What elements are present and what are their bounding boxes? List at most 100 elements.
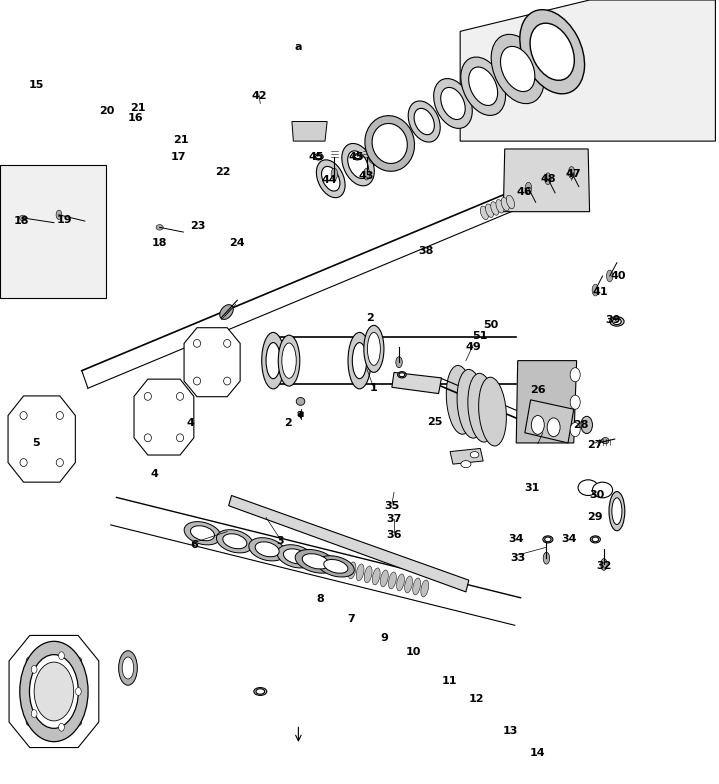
Text: 13: 13: [503, 726, 518, 735]
Ellipse shape: [592, 285, 598, 296]
Ellipse shape: [578, 480, 598, 495]
Text: 48: 48: [540, 174, 556, 183]
Ellipse shape: [26, 657, 33, 665]
Text: 37: 37: [386, 514, 402, 524]
Ellipse shape: [408, 101, 440, 142]
Text: 35: 35: [384, 501, 400, 510]
Ellipse shape: [216, 530, 253, 553]
Ellipse shape: [56, 412, 63, 419]
Ellipse shape: [145, 393, 152, 401]
Text: 26: 26: [530, 386, 546, 395]
Ellipse shape: [224, 339, 231, 347]
Text: 5: 5: [32, 438, 40, 448]
Ellipse shape: [414, 108, 434, 135]
Text: 29: 29: [587, 513, 603, 522]
Ellipse shape: [348, 332, 371, 389]
Ellipse shape: [398, 372, 406, 378]
Ellipse shape: [365, 566, 372, 583]
Ellipse shape: [340, 560, 348, 577]
Ellipse shape: [568, 166, 575, 179]
Ellipse shape: [479, 377, 506, 446]
Ellipse shape: [480, 206, 488, 220]
Text: 19: 19: [57, 215, 73, 224]
Text: 2: 2: [284, 419, 291, 428]
Text: 51: 51: [472, 331, 488, 340]
Text: 32: 32: [596, 561, 612, 571]
Ellipse shape: [380, 570, 388, 587]
Polygon shape: [392, 372, 441, 394]
Text: 30: 30: [589, 491, 605, 500]
Text: 45: 45: [348, 152, 364, 162]
Ellipse shape: [224, 377, 231, 385]
Ellipse shape: [545, 537, 551, 542]
Ellipse shape: [470, 452, 479, 458]
Text: 22: 22: [215, 168, 231, 177]
Ellipse shape: [544, 553, 550, 564]
Text: 11: 11: [441, 676, 457, 685]
Ellipse shape: [31, 666, 37, 673]
Ellipse shape: [348, 562, 356, 579]
Text: 41: 41: [592, 287, 608, 296]
Ellipse shape: [371, 130, 408, 160]
Ellipse shape: [20, 412, 27, 419]
Ellipse shape: [369, 134, 406, 165]
Ellipse shape: [75, 657, 82, 665]
Ellipse shape: [369, 133, 407, 164]
Ellipse shape: [122, 657, 134, 679]
Text: 45: 45: [308, 152, 324, 162]
Ellipse shape: [156, 225, 163, 230]
Ellipse shape: [370, 131, 408, 162]
Polygon shape: [229, 495, 469, 592]
Ellipse shape: [316, 160, 345, 198]
Ellipse shape: [59, 724, 65, 731]
Ellipse shape: [612, 498, 622, 524]
Ellipse shape: [29, 655, 78, 728]
Ellipse shape: [296, 397, 305, 405]
Ellipse shape: [434, 78, 472, 129]
Ellipse shape: [457, 369, 485, 438]
Text: 44: 44: [321, 176, 337, 185]
Text: 33: 33: [510, 554, 526, 563]
Text: a: a: [295, 42, 302, 52]
Ellipse shape: [302, 554, 329, 569]
Ellipse shape: [531, 416, 544, 434]
Polygon shape: [503, 149, 590, 212]
Ellipse shape: [388, 572, 396, 589]
Ellipse shape: [461, 57, 505, 115]
Ellipse shape: [610, 317, 624, 326]
Ellipse shape: [441, 88, 465, 119]
Ellipse shape: [20, 459, 27, 466]
Polygon shape: [450, 448, 483, 464]
Text: 12: 12: [469, 695, 485, 704]
Text: 34: 34: [508, 535, 524, 544]
Ellipse shape: [145, 434, 152, 441]
Ellipse shape: [395, 357, 403, 368]
Ellipse shape: [31, 710, 37, 717]
Text: 18: 18: [14, 216, 29, 226]
Ellipse shape: [119, 651, 137, 685]
Ellipse shape: [352, 343, 367, 379]
Ellipse shape: [500, 46, 535, 92]
Text: 9: 9: [381, 633, 388, 643]
Ellipse shape: [266, 343, 280, 379]
Ellipse shape: [570, 423, 580, 437]
Polygon shape: [8, 396, 75, 482]
Ellipse shape: [372, 568, 380, 585]
Ellipse shape: [368, 136, 406, 165]
Text: 46: 46: [517, 187, 533, 197]
Text: 24: 24: [229, 238, 245, 248]
Text: 21: 21: [173, 135, 189, 144]
Ellipse shape: [530, 24, 574, 80]
Text: 23: 23: [190, 221, 206, 230]
Ellipse shape: [34, 662, 73, 721]
Text: 2: 2: [367, 313, 374, 322]
Text: 6: 6: [191, 540, 198, 550]
Ellipse shape: [372, 126, 411, 157]
Ellipse shape: [317, 556, 354, 577]
Polygon shape: [460, 0, 715, 141]
Ellipse shape: [405, 576, 413, 593]
Ellipse shape: [223, 534, 247, 549]
Text: a: a: [297, 409, 304, 419]
Ellipse shape: [348, 151, 368, 179]
Ellipse shape: [356, 564, 364, 581]
